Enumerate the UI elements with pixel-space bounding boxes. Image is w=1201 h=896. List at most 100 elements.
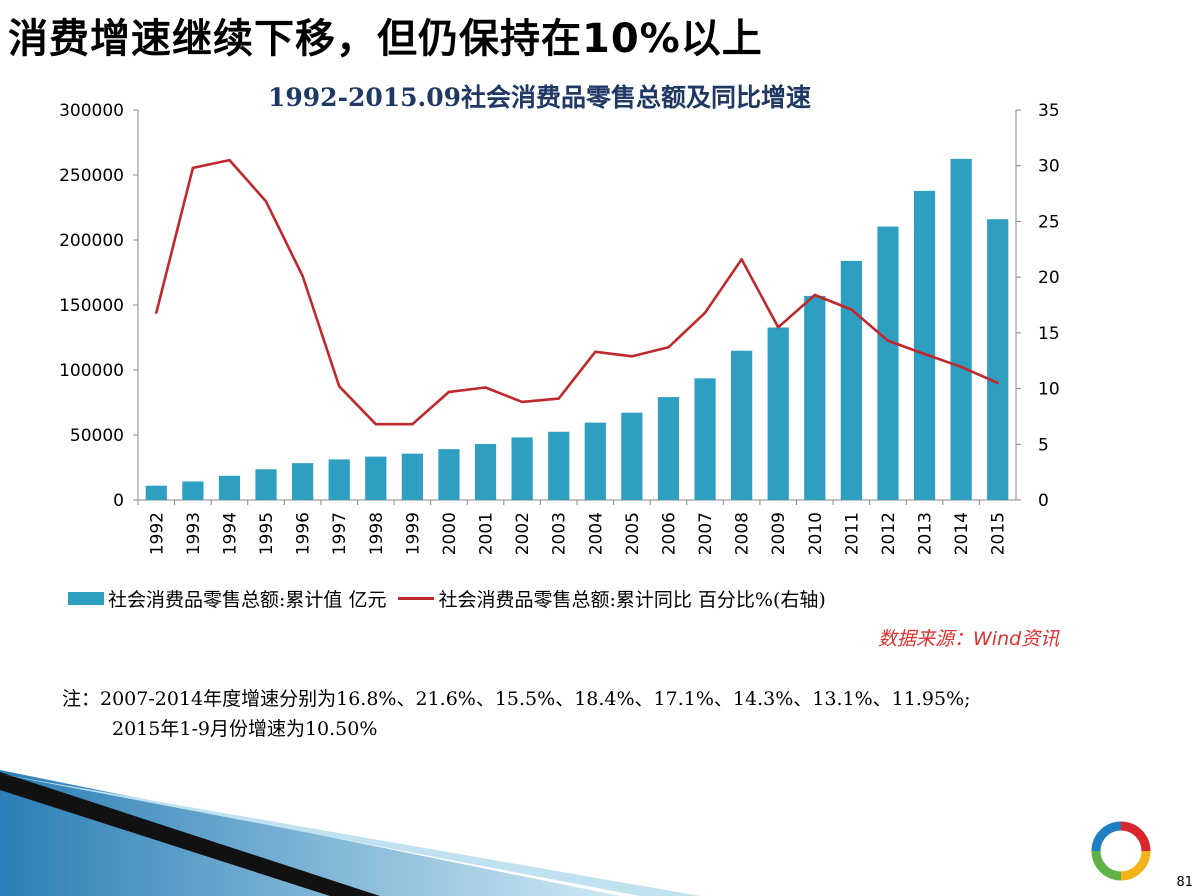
growth-point-2013 xyxy=(923,352,926,356)
bar-2002 xyxy=(511,437,533,500)
growth-point-2012 xyxy=(886,339,890,342)
bar-1999 xyxy=(401,453,423,500)
x-tick-label: 1998 xyxy=(367,512,387,555)
bar-2009 xyxy=(767,327,789,500)
bar-1993 xyxy=(182,481,204,500)
bar-2005 xyxy=(621,412,643,500)
right-tick-label: 30 xyxy=(1038,157,1060,177)
x-tick-label: 1995 xyxy=(257,512,277,555)
legend-line-swatch xyxy=(398,597,435,600)
footnote-line-1: 注：2007-2014年度增速分别为16.8%、21.6%、15.5%、18.4… xyxy=(62,688,971,710)
legend-bar-swatch xyxy=(68,592,104,605)
growth-point-2010 xyxy=(813,293,816,297)
growth-point-2000 xyxy=(447,390,451,394)
growth-point-2004 xyxy=(594,350,597,353)
bar-2006 xyxy=(657,397,680,500)
slide-title: 消费增速继续下移，但仍保持在10%以上 xyxy=(8,16,763,62)
x-tick-label: 2001 xyxy=(477,512,497,555)
bar-1994 xyxy=(218,475,241,500)
growth-point-1997 xyxy=(338,385,341,388)
growth-point-1996 xyxy=(301,274,304,278)
right-tick-label: 10 xyxy=(1038,380,1060,400)
growth-point-2003 xyxy=(557,397,560,400)
right-tick-label: 0 xyxy=(1038,491,1049,511)
bar-2008 xyxy=(731,350,753,500)
x-tick-label: 1999 xyxy=(403,512,423,555)
right-tick-label: 20 xyxy=(1038,268,1060,288)
decorative-swoosh xyxy=(0,770,700,896)
growth-point-2014 xyxy=(959,365,963,369)
bar-2010 xyxy=(804,295,826,500)
x-tick-label: 2003 xyxy=(550,512,570,555)
x-tick-label: 2006 xyxy=(659,512,679,555)
x-tick-label: 1996 xyxy=(294,512,314,555)
x-tick-label: 2005 xyxy=(623,512,643,555)
growth-rate-line xyxy=(155,158,999,426)
x-tick-label: 1997 xyxy=(330,512,350,555)
combo-chart: 0 50000 100000 150000 200000 250000 300000 0 5 10… xyxy=(59,101,1060,555)
left-tick-label: 50000 xyxy=(70,426,124,446)
x-tick-label: 1994 xyxy=(220,512,240,555)
x-tick-label: 2002 xyxy=(513,512,533,555)
growth-point-1994 xyxy=(228,158,231,162)
left-tick-label: 0 xyxy=(113,491,124,511)
growth-point-2002 xyxy=(520,400,524,404)
growth-point-2006 xyxy=(667,346,670,349)
right-tick-label: 5 xyxy=(1038,435,1049,455)
company-logo xyxy=(1091,821,1151,881)
bar-2015 xyxy=(987,219,1009,500)
growth-point-1999 xyxy=(411,423,414,426)
x-tick-label: 1992 xyxy=(147,512,167,555)
bar-1997 xyxy=(328,459,350,500)
growth-point-1992 xyxy=(155,311,158,314)
right-tick-label: 15 xyxy=(1038,324,1060,344)
growth-point-2007 xyxy=(703,311,707,314)
x-tick-label: 2014 xyxy=(952,512,972,555)
x-tick-label: 2013 xyxy=(916,512,936,555)
bar-2000 xyxy=(438,449,460,500)
bar-1996 xyxy=(292,463,314,500)
growth-point-2015 xyxy=(996,381,999,385)
x-tick-label: 2012 xyxy=(879,512,899,555)
footnote: 注：2007-2014年度增速分别为16.8%、21.6%、15.5%、18.4… xyxy=(62,684,971,744)
growth-point-1998 xyxy=(374,423,377,426)
bar-2003 xyxy=(548,431,570,500)
footnote-line-2: 2015年1-9月份增速为10.50% xyxy=(112,718,378,740)
growth-point-2011 xyxy=(850,308,853,311)
bar-2011 xyxy=(840,260,862,500)
legend-bar-label: 社会消费品零售总额:累计值 亿元 xyxy=(108,589,387,611)
bar-1998 xyxy=(365,456,387,500)
left-tick-label: 200000 xyxy=(59,231,124,251)
bar-1992 xyxy=(145,485,167,500)
bar-1995 xyxy=(255,469,277,500)
bar-2014 xyxy=(950,158,972,500)
chart-legend: 社会消费品零售总额:累计值 亿元 社会消费品零售总额:累计同比 百分比%(右轴) xyxy=(68,585,826,612)
chart-title: 1992-2015.09社会消费品零售总额及同比增速 xyxy=(268,83,812,112)
x-tick-label: 2015 xyxy=(989,512,1009,555)
growth-point-1993 xyxy=(191,166,195,170)
x-tick-label: 2007 xyxy=(696,512,716,555)
left-tick-label: 250000 xyxy=(59,166,124,186)
growth-point-2005 xyxy=(630,355,634,358)
right-tick-label: 35 xyxy=(1038,101,1060,121)
growth-point-2001 xyxy=(484,386,487,389)
x-tick-label: 1993 xyxy=(184,512,204,555)
data-source: 数据来源：Wind资讯 xyxy=(878,628,1060,650)
x-tick-label: 2009 xyxy=(769,512,789,555)
bar-2013 xyxy=(913,190,936,501)
x-tick-label: 2008 xyxy=(733,512,753,555)
growth-point-2009 xyxy=(777,326,780,329)
bar-2004 xyxy=(584,422,606,500)
left-tick-label: 300000 xyxy=(59,101,124,121)
left-tick-label: 150000 xyxy=(59,296,124,316)
bar-2007 xyxy=(694,378,716,500)
bar-2001 xyxy=(474,444,497,500)
left-tick-label: 100000 xyxy=(59,361,124,381)
x-tick-label: 2011 xyxy=(842,512,862,555)
right-tick-label: 25 xyxy=(1038,212,1060,232)
x-tick-label: 2004 xyxy=(586,512,606,555)
bar-2012 xyxy=(877,226,899,501)
x-tick-label: 2010 xyxy=(806,512,826,555)
growth-point-1995 xyxy=(264,200,268,203)
page-number: 81 xyxy=(1176,875,1193,890)
